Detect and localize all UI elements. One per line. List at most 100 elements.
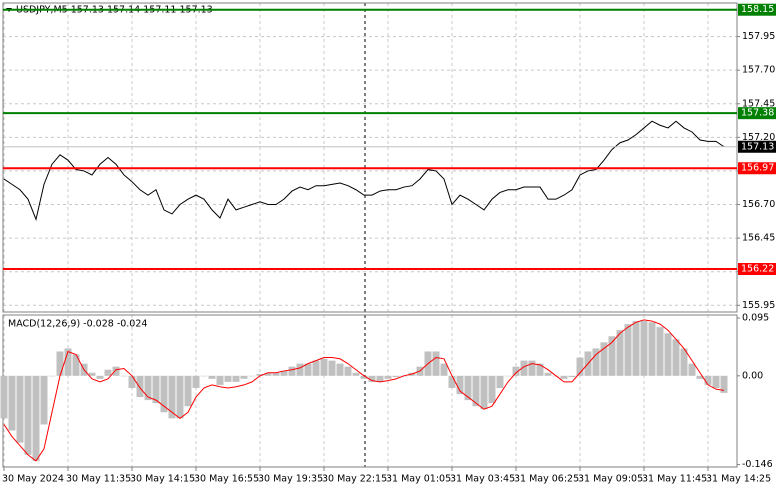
level-label-box [738, 107, 776, 120]
y-tick-label: 157.70 [742, 65, 775, 76]
x-tick-label: 30 May 19:35 [258, 474, 323, 485]
macd-bar [120, 375, 128, 377]
last-price-label: 157.13 [741, 141, 774, 152]
y-tick-label: -0.146 [742, 459, 773, 470]
y-tick-label: 156.45 [742, 233, 775, 244]
macd-bar [432, 351, 440, 376]
x-tick-label: 30 May 11:35 [66, 474, 131, 485]
macd-bar [320, 358, 328, 376]
macd-bar [576, 357, 584, 376]
macd-bar [480, 375, 488, 410]
macd-bar [256, 373, 264, 376]
macd-bar [712, 375, 720, 388]
level-label-box [738, 263, 776, 276]
y-tick-label: 157.45 [742, 98, 775, 109]
macd-bar [128, 375, 136, 388]
x-tick-label: 31 May 14:25 [706, 474, 771, 485]
macd-bar [464, 375, 472, 401]
macd-bar [272, 372, 280, 376]
y-tick-label: 0.095 [742, 313, 769, 324]
macd-bar [88, 372, 96, 376]
macd-bar [696, 375, 704, 379]
macd-bar [40, 375, 48, 425]
x-tick-label: 31 May 11:45 [642, 474, 707, 485]
level-label: 156.97 [741, 163, 774, 174]
level-label: 158.15 [741, 4, 774, 15]
macd-bar [504, 375, 512, 377]
level-label: 156.22 [741, 264, 774, 275]
x-tick-label: 31 May 06:25 [514, 474, 579, 485]
macd-bar [280, 370, 288, 376]
macd-bar [72, 354, 80, 376]
macd-bar [344, 366, 352, 376]
panel-frame [2, 2, 738, 313]
macd-bar [136, 375, 144, 398]
level-label-box [738, 3, 776, 16]
x-tick-label: 31 May 09:05 [578, 474, 643, 485]
macd-bar [112, 366, 120, 376]
macd-bar [64, 348, 72, 376]
macd-bar [16, 375, 24, 443]
macd-bar [608, 336, 616, 376]
macd-bar [488, 375, 496, 404]
macd-bar [472, 375, 480, 407]
x-tick-label: 30 May 16:55 [194, 474, 259, 485]
macd-bar [720, 375, 728, 393]
macd-bar [200, 375, 208, 377]
macd-bar [192, 375, 200, 388]
macd-bar [56, 351, 64, 376]
macd-bar [304, 363, 312, 376]
macd-bar [336, 363, 344, 376]
y-tick-label: 155.95 [742, 300, 775, 311]
macd-bar [376, 375, 384, 382]
macd-bar [240, 375, 248, 379]
macd-bar [496, 375, 504, 388]
macd-bar [160, 375, 168, 413]
macd-bar [360, 375, 368, 379]
macd-bar [328, 360, 336, 376]
macd-bar [520, 360, 528, 376]
macd-bar [144, 375, 152, 401]
macd-bar [248, 375, 256, 377]
y-tick-label: 0.00 [742, 370, 763, 381]
macd-bar [544, 372, 552, 376]
x-tick-label: 30 May 14:15 [130, 474, 195, 485]
macd-bar [528, 360, 536, 376]
macd-bar [704, 375, 712, 385]
macd-bar [440, 363, 448, 376]
macd-bar [456, 375, 464, 395]
macd-bar [680, 348, 688, 376]
macd-bar [368, 375, 376, 382]
macd-bar [616, 330, 624, 376]
macd-bar [688, 363, 696, 376]
macd-bar [104, 369, 112, 376]
macd-bar [672, 339, 680, 376]
macd-bar [640, 321, 648, 376]
x-tick-label: 30 May 22:15 [322, 474, 387, 485]
y-tick-label: 156.70 [742, 199, 775, 210]
macd-bar [96, 375, 104, 379]
last-price-box [738, 140, 776, 153]
macd-bar [224, 375, 232, 382]
y-tick-label: 157.95 [742, 31, 775, 42]
macd-bar [648, 322, 656, 376]
macd-bar [568, 375, 576, 378]
macd-bar [656, 327, 664, 376]
macd-bar [560, 375, 568, 379]
macd-bar [600, 342, 608, 376]
macd-bar [632, 321, 640, 376]
macd-bar [536, 363, 544, 376]
macd-bar [312, 360, 320, 376]
macd-bar [288, 366, 296, 376]
level-label: 157.38 [741, 108, 774, 119]
macd-bar [168, 375, 176, 419]
macd-bar [624, 324, 632, 376]
macd-title: MACD(12,26,9) -0.028 -0.024 [8, 319, 147, 330]
macd-bar [32, 375, 40, 461]
macd-bar [296, 363, 304, 376]
macd-bar [232, 375, 240, 382]
x-tick-label: 31 May 01:05 [386, 474, 451, 485]
macd-bar [24, 375, 32, 455]
